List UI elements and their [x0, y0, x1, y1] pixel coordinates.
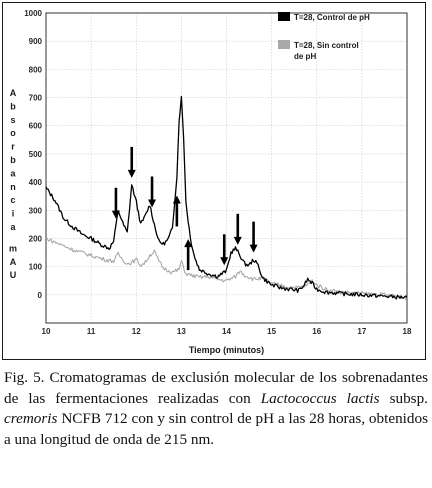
figure-caption: Fig. 5. Cromatogramas de exclusión molec…: [4, 368, 428, 450]
x-tick-label: 17: [357, 327, 366, 336]
y-axis-letter: s: [10, 115, 15, 125]
caption-subspecies: cremoris: [4, 410, 58, 428]
grid: [45, 12, 408, 323]
legend-swatch: [278, 40, 290, 49]
y-axis-letter: r: [11, 142, 15, 152]
legend-label-cont: de pH: [294, 52, 316, 61]
y-axis-letter: a: [10, 222, 16, 232]
down-arrow-head: [233, 236, 242, 245]
caption-text-2: subsp.: [379, 389, 428, 407]
series-layer: [45, 95, 408, 300]
y-axis-letter: b: [10, 101, 16, 111]
x-tick-label: 10: [42, 327, 51, 336]
y-tick-label: 100: [29, 263, 43, 272]
legend-label: T=28, Sin control: [294, 41, 359, 50]
y-tick-label: 700: [29, 94, 43, 103]
caption-species: Lactococcus lactis: [260, 389, 380, 407]
legend: T=28, Control de pH T=28, Sin control de p…: [278, 12, 370, 61]
y-tick-label: 1000: [24, 9, 42, 18]
up-arrow-head: [172, 195, 181, 204]
down-arrow-head: [220, 257, 229, 266]
peak-arrows: [111, 146, 258, 271]
y-axis-letter: U: [10, 270, 17, 280]
y-axis-letter: m: [9, 243, 17, 253]
y-axis-letter: a: [10, 168, 16, 178]
caption-text-1: Fig. 5. Cromatogramas de exclusión molec…: [4, 369, 428, 407]
x-tick-label: 13: [177, 327, 186, 336]
chart-frame: [2, 2, 426, 360]
x-tick-label: 15: [267, 327, 276, 336]
chromatogram-chart: 10 11 12 13 14 15 16 17 18 0 100 200 300 400 500 600 700…: [9, 9, 412, 355]
plot-area: [45, 12, 408, 324]
y-tick-label: 800: [29, 65, 43, 74]
x-tick-label: 16: [312, 327, 321, 336]
down-arrow-head: [127, 169, 136, 178]
y-axis-letter: A: [10, 88, 17, 98]
figure-panel: 10 11 12 13 14 15 16 17 18 0 100 200 300 400 500 600 700…: [2, 2, 426, 360]
down-arrow-head: [111, 210, 120, 219]
y-axis-letter: A: [10, 257, 17, 267]
y-axis-letter: b: [10, 155, 16, 165]
y-tick-label: 900: [29, 37, 43, 46]
y-tick-label: 600: [29, 122, 43, 131]
y-tick-label: 200: [29, 234, 43, 243]
x-tick-label: 14: [222, 327, 231, 336]
y-tick-label: 500: [29, 150, 43, 159]
x-axis-title: Tiempo (minutos): [189, 345, 264, 355]
y-tick-label: 0: [38, 291, 43, 300]
y-axis-letter: o: [10, 128, 16, 138]
y-axis-letter: c: [10, 195, 15, 205]
down-arrow-head: [249, 244, 258, 253]
legend-label: T=28, Control de pH: [294, 13, 370, 22]
y-tick-label: 400: [29, 178, 43, 187]
legend-swatch: [278, 12, 290, 21]
down-arrow-head: [148, 199, 157, 208]
x-tick-label: 18: [403, 327, 412, 336]
tick-labels: 10 11 12 13 14 15 16 17 18 0 100 200 300 400 500 600 700…: [24, 9, 412, 336]
y-axis-letter: i: [12, 209, 15, 219]
y-axis-letter: n: [10, 182, 16, 192]
caption-text-3: NCFB 712 con y sin control de pH a las 2…: [4, 410, 428, 448]
series-control-ph-line: [45, 95, 408, 300]
up-arrow-head: [184, 239, 193, 248]
y-tick-label: 300: [29, 206, 43, 215]
x-tick-label: 11: [87, 327, 96, 336]
x-tick-label: 12: [132, 327, 141, 336]
